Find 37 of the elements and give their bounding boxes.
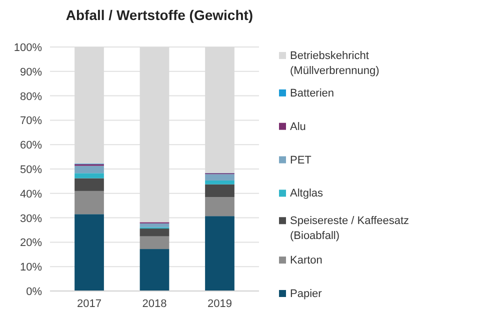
y-tick-label: 50% — [20, 164, 42, 176]
y-tick-label: 0% — [26, 286, 42, 298]
bar — [205, 174, 234, 180]
y-tick-label: 20% — [20, 237, 42, 250]
bar — [74, 214, 104, 291]
y-tick-label: 10% — [20, 262, 42, 274]
bar — [205, 216, 234, 291]
bar — [74, 173, 104, 178]
legend-label: Speisereste / Kaffeesatz (Bioabfall) — [290, 215, 410, 242]
legend-label: Batterien — [290, 87, 334, 100]
y-tick-label: 70% — [20, 115, 42, 128]
bar — [140, 236, 170, 250]
bar — [205, 197, 234, 216]
legend-label: Betriebskehricht (Müllverbrennung) — [290, 50, 380, 77]
bar — [205, 184, 234, 198]
y-tick-label: 60% — [20, 140, 42, 152]
bar — [140, 249, 170, 291]
y-tick-label: 40% — [20, 188, 42, 200]
y-tick-label: 100% — [14, 42, 42, 54]
bar — [140, 223, 170, 228]
legend-label: Altglas — [290, 188, 324, 200]
x-tick-label: 2018 — [142, 298, 167, 310]
legend-label: Papier — [290, 288, 322, 300]
bar — [205, 180, 234, 184]
chart-title: Abfall / Wertstoffe (Gewicht) — [66, 7, 254, 23]
bar — [140, 228, 170, 236]
legend-label: PET — [290, 154, 312, 166]
y-tick-label: 90% — [20, 66, 42, 78]
bar — [74, 178, 104, 191]
x-tick-label: 2017 — [77, 298, 102, 310]
legend-label: Karton — [290, 254, 322, 267]
bar — [74, 166, 104, 174]
bar — [74, 190, 104, 214]
x-tick-label: 2019 — [208, 298, 232, 310]
legend-label: Alu — [290, 120, 306, 133]
y-tick-label: 30% — [20, 212, 42, 225]
y-tick-label: 80% — [20, 90, 42, 103]
